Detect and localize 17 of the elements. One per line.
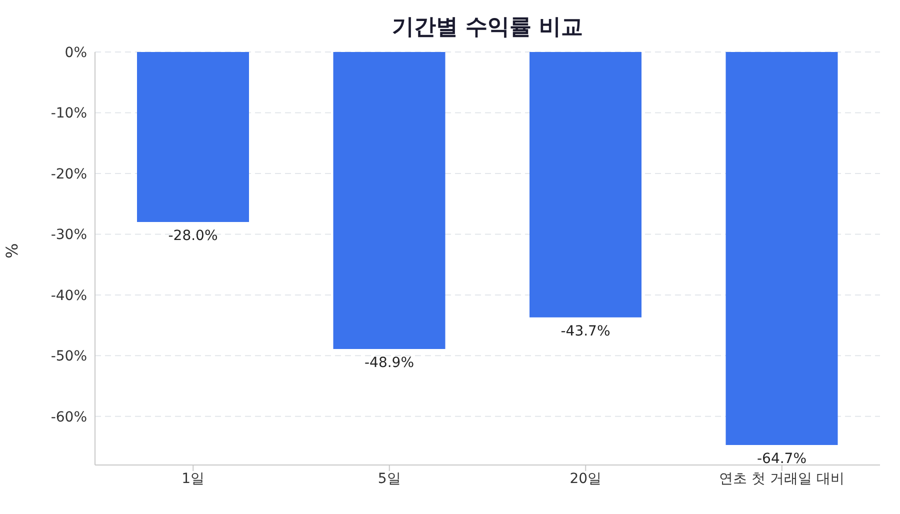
y-tick-label: -40%: [50, 288, 87, 304]
y-tick-label: 0%: [64, 44, 87, 61]
y-tick-label: -60%: [50, 409, 87, 426]
y-tick-label: -20%: [50, 166, 87, 182]
data-label: -64.7%: [756, 450, 807, 467]
data-label: -48.9%: [364, 354, 414, 371]
data-label: -28.0%: [168, 228, 218, 244]
y-tick-label: -30%: [50, 227, 87, 244]
data-label: -43.7%: [560, 323, 610, 340]
x-tick-label: 1일: [182, 470, 205, 487]
y-tick-label: -50%: [50, 348, 87, 365]
x-tick-label: 연초 첫 거래일 대비: [719, 470, 845, 487]
chart-title: 기간별 수익률 비교: [390, 14, 584, 42]
x-tick-label: 5일: [378, 470, 401, 487]
y-tick-label: -10%: [50, 106, 87, 122]
x-tick-label: 20일: [570, 470, 602, 487]
y-axis-title: %: [2, 243, 22, 258]
